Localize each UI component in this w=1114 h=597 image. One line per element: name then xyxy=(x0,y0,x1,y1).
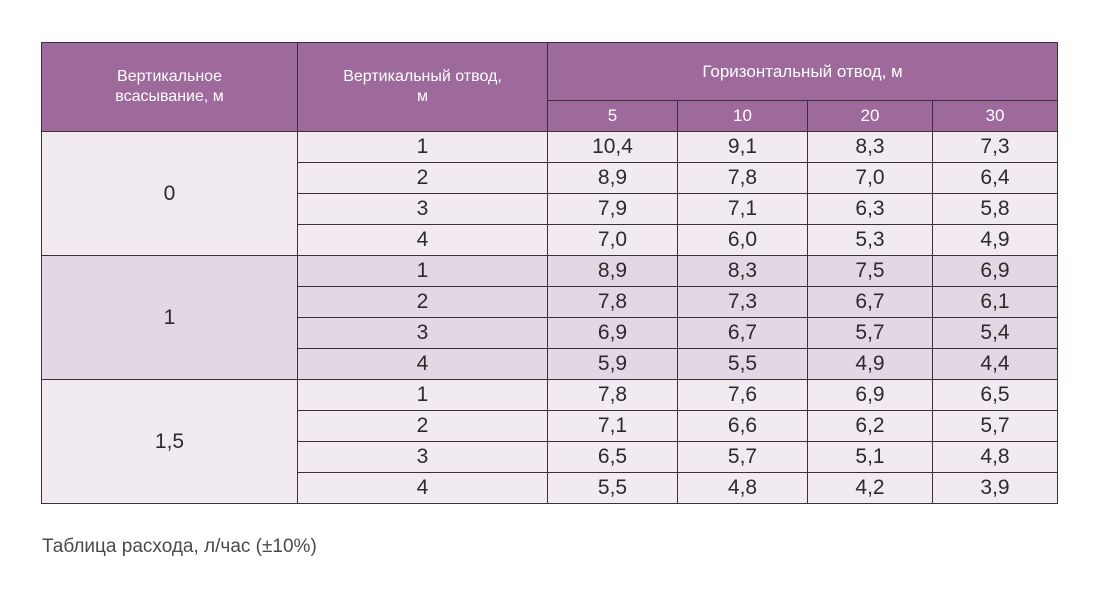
outlet-value: 1 xyxy=(297,131,548,163)
flow-cell: 7,8 xyxy=(547,286,678,318)
flow-cell: 10,4 xyxy=(547,131,678,163)
flow-cell: 5,7 xyxy=(677,441,808,473)
outlet-value: 1 xyxy=(297,255,548,287)
flow-cell: 5,1 xyxy=(807,441,933,473)
flow-cell: 6,5 xyxy=(931,379,1059,411)
table-row: 1 1 8,9 8,3 7,5 6,9 xyxy=(41,255,1059,380)
flow-cell: 5,7 xyxy=(807,317,933,349)
suction-value: 1 xyxy=(41,255,298,380)
suction-value: 0 xyxy=(41,131,298,256)
flow-cell: 6,2 xyxy=(807,410,933,442)
table-row: 4 5,5 4,8 4,2 3,9 xyxy=(42,472,1059,504)
table-row: 3 7,9 7,1 6,3 5,8 xyxy=(42,193,1059,225)
flow-cell: 7,0 xyxy=(547,224,678,256)
outlet-value: 3 xyxy=(297,193,548,225)
header-vertical-suction: Вертикальное всасывание, м xyxy=(41,42,298,132)
outlet-value: 2 xyxy=(297,410,548,442)
flow-cell: 4,9 xyxy=(931,224,1059,256)
flow-cell: 8,9 xyxy=(547,255,678,287)
outlet-value: 3 xyxy=(297,441,548,473)
flow-cell: 6,0 xyxy=(677,224,808,256)
table-row: 4 7,0 6,0 5,3 4,9 xyxy=(42,224,1059,256)
header-horizontal-5: 5 xyxy=(547,100,678,132)
flow-cell: 7,8 xyxy=(547,379,678,411)
flow-cell: 7,8 xyxy=(677,162,808,194)
flow-cell: 4,9 xyxy=(807,348,933,380)
outlet-value: 3 xyxy=(297,317,548,349)
outlet-value: 4 xyxy=(297,348,548,380)
flow-cell: 7,5 xyxy=(807,255,933,287)
flow-cell: 6,7 xyxy=(677,317,808,349)
flow-cell: 8,9 xyxy=(547,162,678,194)
flow-cell: 3,9 xyxy=(931,472,1059,504)
flow-cell: 6,9 xyxy=(807,379,933,411)
flow-cell: 7,1 xyxy=(547,410,678,442)
flow-table: Вертикальное всасывание, м Вертикальный … xyxy=(41,42,1059,504)
outlet-value: 1 xyxy=(297,379,548,411)
flow-cell: 7,3 xyxy=(677,286,808,318)
flow-cell: 8,3 xyxy=(677,255,808,287)
outlet-value: 4 xyxy=(297,224,548,256)
flow-cell: 8,3 xyxy=(807,131,933,163)
flow-cell: 9,1 xyxy=(677,131,808,163)
flow-cell: 5,3 xyxy=(807,224,933,256)
table-row: 1,5 1 7,8 7,6 6,9 6,5 xyxy=(41,379,1059,504)
flow-cell: 7,9 xyxy=(547,193,678,225)
outlet-value: 2 xyxy=(297,286,548,318)
flow-cell: 4,8 xyxy=(677,472,808,504)
flow-cell: 7,1 xyxy=(677,193,808,225)
table-caption: Таблица расхода, л/час (±10%) xyxy=(42,536,317,557)
flow-cell: 5,5 xyxy=(547,472,678,504)
flow-cell: 6,3 xyxy=(807,193,933,225)
table-row: 3 6,5 5,7 5,1 4,8 xyxy=(42,441,1059,473)
flow-cell: 7,0 xyxy=(807,162,933,194)
suction-value: 1,5 xyxy=(41,379,298,504)
header-horizontal-20: 20 xyxy=(807,100,933,132)
flow-cell: 4,8 xyxy=(931,441,1059,473)
flow-cell: 7,3 xyxy=(931,131,1059,163)
header-horizontal-10: 10 xyxy=(677,100,808,132)
flow-cell: 5,5 xyxy=(677,348,808,380)
outlet-value: 2 xyxy=(297,162,548,194)
table-row: 0 1 10,4 9,1 8,3 7,3 xyxy=(41,131,1059,256)
flow-cell: 5,7 xyxy=(931,410,1059,442)
flow-cell: 6,1 xyxy=(931,286,1059,318)
table-row: 2 7,8 7,3 6,7 6,1 xyxy=(42,286,1059,318)
flow-cell: 4,2 xyxy=(807,472,933,504)
flow-cell: 6,9 xyxy=(931,255,1059,287)
table-row: 2 7,1 6,6 6,2 5,7 xyxy=(42,410,1059,442)
outlet-value: 4 xyxy=(297,472,548,504)
flow-cell: 6,4 xyxy=(931,162,1059,194)
header-horizontal-outlet: Горизонтальный отвод, м xyxy=(546,42,1059,101)
header-vertical-outlet: Вертикальный отвод, м xyxy=(297,42,548,132)
flow-cell: 6,7 xyxy=(807,286,933,318)
flow-cell: 7,6 xyxy=(677,379,808,411)
flow-cell: 5,4 xyxy=(931,317,1059,349)
flow-cell: 4,4 xyxy=(931,348,1059,380)
flow-cell: 6,6 xyxy=(677,410,808,442)
table-row: 2 8,9 7,8 7,0 6,4 xyxy=(42,162,1059,194)
flow-cell: 6,9 xyxy=(547,317,678,349)
flow-cell: 5,8 xyxy=(931,193,1059,225)
flow-cell: 6,5 xyxy=(547,441,678,473)
header-horizontal-30: 30 xyxy=(931,100,1059,132)
flow-cell: 5,9 xyxy=(547,348,678,380)
